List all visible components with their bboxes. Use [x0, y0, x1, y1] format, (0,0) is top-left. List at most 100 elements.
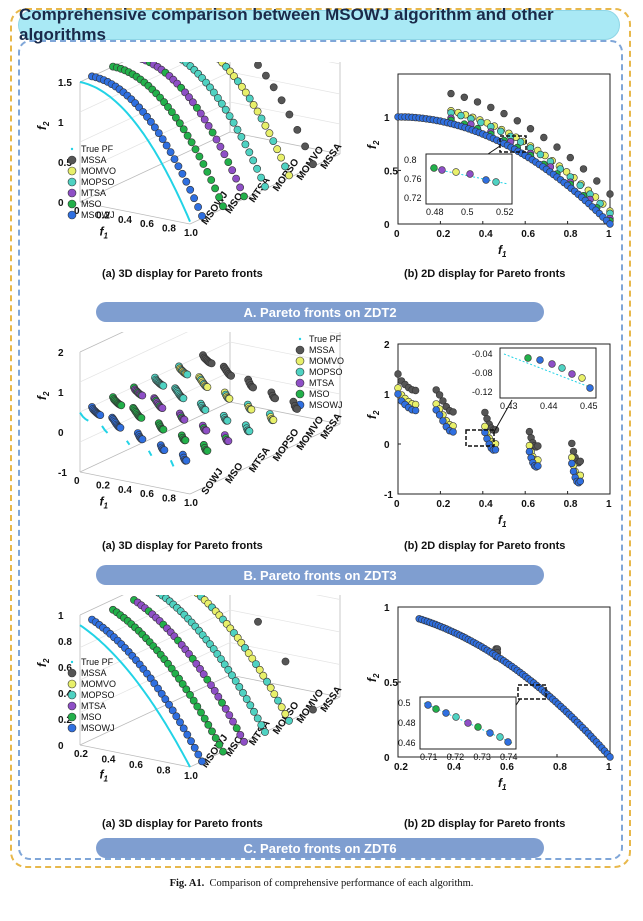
zdt2-2d-point-mopso: [457, 111, 465, 120]
zdt2-3d-axis-line: [79, 131, 231, 203]
zdt3-3d-point-mopso: [245, 427, 254, 436]
zdt6-3d-point-msowj: [176, 718, 184, 727]
zdt3-3d-true-pf: [125, 440, 131, 446]
zdt3-2d-inset-xtick: 0.45: [580, 401, 598, 411]
zdt2-3d-point-msowj: [166, 148, 175, 156]
zdt6-3d-xtick: 0.8: [157, 766, 171, 777]
zdt6-3d-ytick: 0.8: [58, 637, 72, 648]
zdt6-3d-legend-label-mso: MSO: [81, 712, 102, 722]
zdt3-2d-ylabel: f2: [365, 410, 381, 419]
zdt2-3d-point-momvo: [233, 77, 242, 86]
zdt6-3d-legend-label-mopso: MOPSO: [81, 690, 115, 700]
zdt3-3d-point-mopso: [201, 406, 210, 414]
zdt2-2d-point-mssa: [593, 177, 601, 185]
zdt6-3d-point-msowj: [183, 730, 192, 739]
zdt2-3d-point-msowj: [147, 118, 155, 126]
zdt6-3d-point-mso: [219, 747, 227, 756]
zdt2-2d-inset-xtick: 0.48: [426, 207, 444, 217]
zdt2-3d-point-momvo: [245, 94, 254, 103]
zdt2-3d-point-mopso: [209, 88, 218, 97]
zdt6-inset-point-mopso: [496, 733, 504, 741]
zdt2-2d-inset-ytick: 0.8: [404, 155, 417, 165]
zdt2-3d-point-mopso: [221, 105, 230, 114]
zdt3-2d-xtick: 1: [606, 499, 612, 510]
zdt2-2d-inset-xtick: 0.5: [461, 207, 474, 217]
zdt3-3d-legend-marker-momvo: [295, 356, 305, 366]
zdt2-3d-point-mtsa: [240, 192, 248, 201]
zdt2-3d-axis-line: [79, 201, 191, 225]
zdt2-3d-gridline: [79, 62, 341, 113]
zdt3-3d-point-mssa: [249, 383, 257, 392]
zdt2-3d-axis-line: [79, 62, 124, 83]
zdt2-3d-legend-truepf-marker: [70, 147, 74, 151]
zdt6-3d-axis-line: [79, 674, 231, 746]
zdt6-2d-caption: (b) 2D display for Pareto fronts: [404, 818, 566, 830]
zdt2-3d-depth-label: MSSA: [319, 142, 345, 172]
zdt3-2d-caption: (b) 2D display for Pareto fronts: [404, 540, 566, 552]
zdt3-2d-inset-ytick: -0.08: [472, 368, 493, 378]
zdt6-3d-ytick: 0.4: [58, 689, 72, 700]
zdt2-3d-point-mtsa: [220, 150, 229, 159]
zdt2-3d-true-pf: [79, 81, 191, 222]
zdt6-3d-ytick: 1: [58, 611, 64, 622]
zdt6-2d-inset-xtick: 0.71: [420, 752, 438, 762]
zdt6-inset-point-msowj: [424, 701, 432, 709]
zdt6-inset-point-mtsa: [464, 719, 472, 727]
zdt2-3d-point-mopso: [249, 156, 258, 165]
zdt3-inset-point-mopso: [558, 364, 566, 372]
zdt3-3d-ylabel: f2: [35, 391, 51, 400]
zdt6-3d-point-mtsa: [225, 711, 234, 719]
zdt3-3d-xtick: 1.0: [184, 498, 198, 509]
zdt2-3d-point-mso: [195, 152, 204, 161]
zdt3-3d-legend-label-mopso: MOPSO: [309, 367, 343, 377]
zdt3-3d-xtick: 0.8: [162, 494, 176, 505]
zdt3-3d-point-mtsa: [224, 437, 233, 445]
zdt2-3d-point-mso: [171, 113, 180, 122]
zdt2-3d-point-mtsa: [196, 109, 205, 118]
zdt2-3d-point-mopso: [245, 148, 254, 157]
zdt2-2d-point-mopso: [477, 118, 485, 127]
zdt6-2d-inset-ytick: 0.5: [398, 698, 411, 708]
zdt3-3d-axis-line: [189, 423, 341, 495]
zdt6-3d-point-mtsa: [207, 681, 215, 689]
zdt2-3d-point-mopso: [253, 164, 261, 173]
zdt3-3d-true-pf: [169, 459, 175, 467]
zdt2-2d-point-mssa: [553, 143, 561, 151]
zdt6-3d-point-mopso: [220, 660, 229, 669]
zdt3-2d-point-msowj: [449, 428, 457, 436]
zdt3-2d-xtick: 0.4: [479, 499, 493, 510]
zdt6-3d-depth-label: MSSA: [319, 685, 345, 715]
zdt6-3d-point-msowj: [190, 743, 199, 752]
zdt6-3d-xtick: 1.0: [184, 771, 198, 782]
zdt6-banner: C. Pareto fronts on ZDT6: [96, 838, 544, 858]
zdt3-2d-point-msowj: [435, 411, 444, 419]
zdt2-3d-point-mssa: [309, 160, 317, 169]
zdt2-3d-point-mssa: [285, 110, 294, 119]
zdt2-3d-point-mtsa: [208, 128, 217, 137]
zdt2-inset-point-msowj: [482, 176, 490, 184]
zdt3-3d-xlabel: f1: [100, 495, 109, 511]
zdt6-3d-point-mtsa: [218, 698, 226, 707]
zdt2-3d-point-msowj: [158, 135, 167, 143]
zdt6-3d-point-momvo: [277, 703, 286, 712]
zdt3-2d-point-msowj: [411, 406, 420, 415]
zdt3-3d-point-msowj: [160, 446, 169, 454]
zdt6-3d-point-msowj: [172, 712, 181, 721]
zdt6-3d-point-mopso: [250, 707, 258, 716]
zdt2-3d-legend-label-mtsa: MTSA: [81, 188, 106, 198]
zdt6-3d-point-mopso: [224, 665, 233, 674]
zdt3-3d-point-mtsa: [158, 404, 167, 412]
zdt2-3d-xtick: 0.8: [162, 224, 176, 235]
zdt2-3d-legend-marker-mso: [67, 199, 77, 209]
zdt6-3d-xlabel: f1: [100, 768, 109, 784]
zdt2-3d-point-mopso: [261, 182, 269, 191]
zdt2-3d-point-momvo: [277, 153, 285, 162]
zdt6-3d-point-momvo: [248, 654, 257, 663]
zdt3-2d-point-mssa: [525, 427, 534, 436]
zdt2-3d-point-momvo: [285, 171, 293, 180]
zdt2-2d-point-mssa: [566, 153, 575, 162]
zdt6-3d-legend-marker-mssa: [67, 668, 77, 678]
outer-frame: [10, 8, 631, 868]
zdt6-3d-point-mso: [186, 691, 194, 699]
